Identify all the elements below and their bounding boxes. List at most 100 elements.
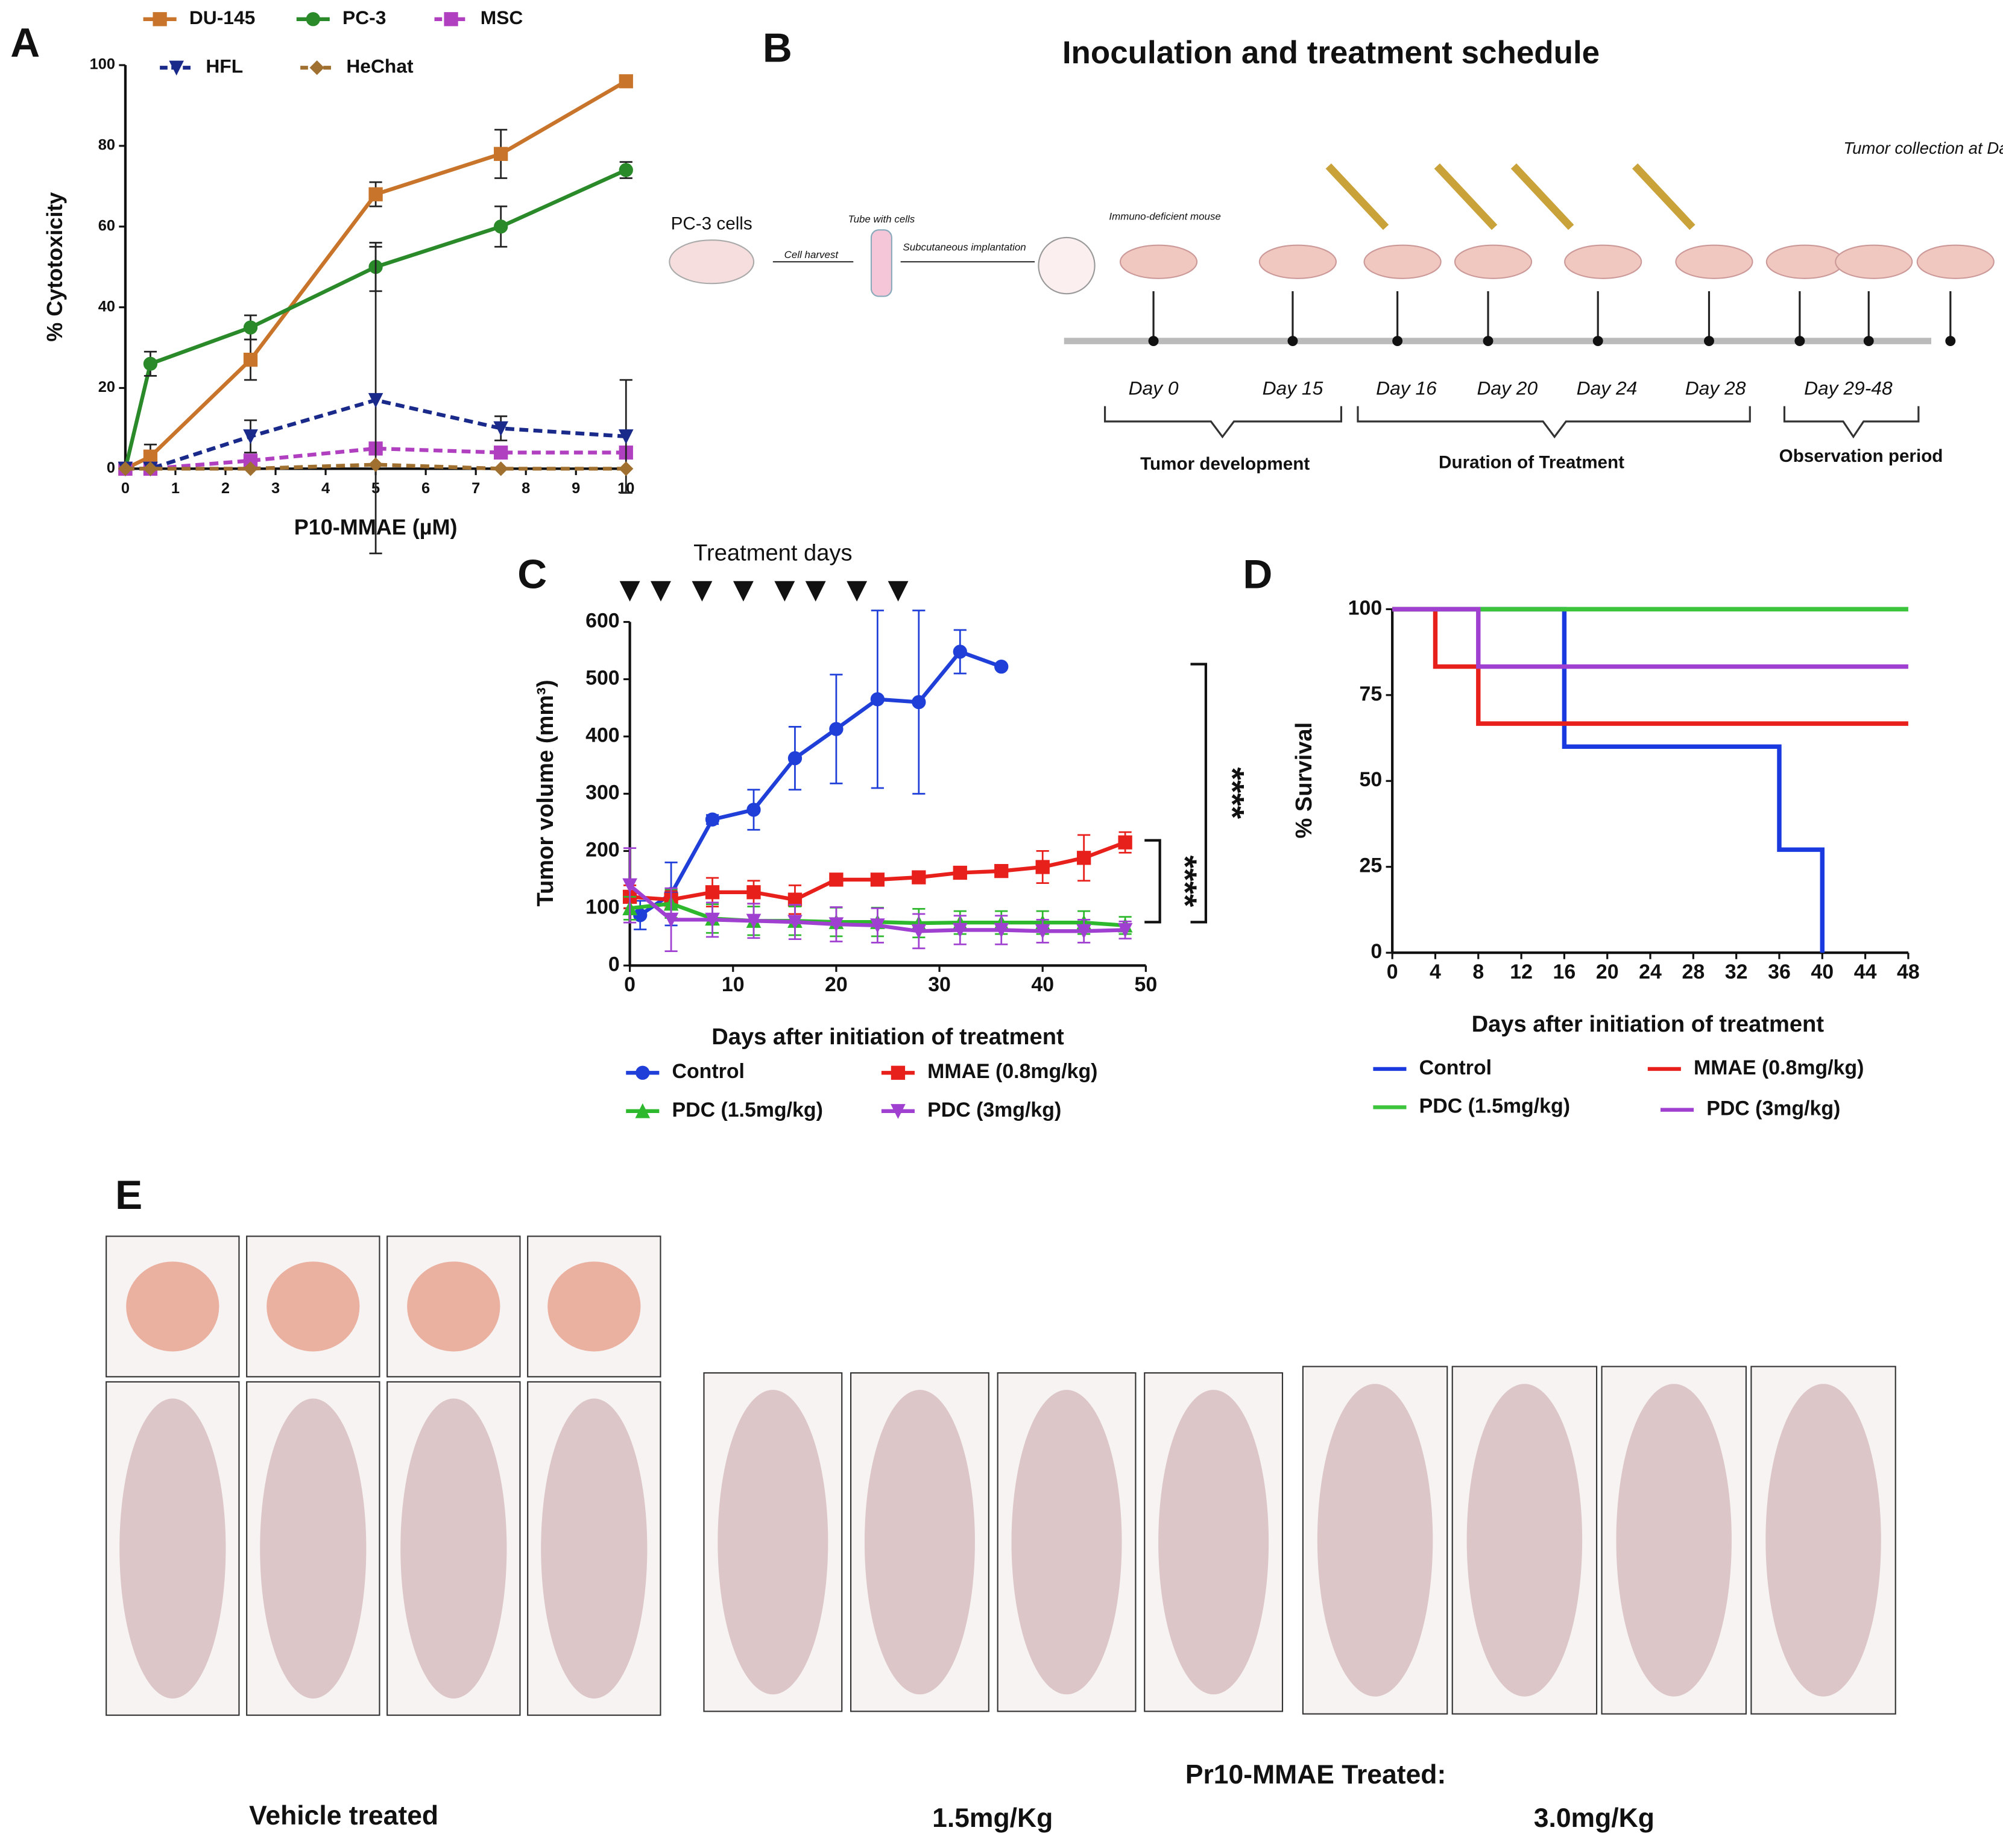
marker [243, 352, 258, 367]
syringe [1325, 163, 1389, 230]
marker [829, 722, 844, 736]
marker [911, 924, 927, 939]
x-tick-label: 0 [1387, 960, 1398, 983]
mouse-icon [1258, 244, 1337, 279]
timeline-dot [1148, 336, 1159, 347]
y-tick-label: 100 [585, 895, 620, 918]
y-tick-label: 0 [107, 459, 115, 476]
tumor [126, 1261, 219, 1352]
marker [787, 751, 803, 766]
day-label: Day 15 [1263, 377, 1323, 399]
marker [912, 695, 926, 710]
legend-label: PDC (3mg/kg) [1706, 1097, 1840, 1120]
x-tick-label: 44 [1854, 960, 1877, 983]
marker [1076, 924, 1091, 939]
mouse [1616, 1384, 1732, 1697]
series-line [629, 840, 1126, 902]
x-tick-label: 6 [421, 480, 430, 497]
marker [1118, 835, 1132, 850]
mouse [1765, 1384, 1881, 1697]
photo-caption: 1.5mg/Kg [932, 1803, 1053, 1833]
legend-label: PC-3 [342, 7, 386, 28]
phase-label: Duration of Treatment [1439, 453, 1624, 473]
timeline-dot [1863, 336, 1874, 347]
x-axis-label: Days after initiation of treatment [1472, 1011, 1825, 1037]
panel-label: C [517, 552, 547, 597]
marker [705, 885, 720, 900]
marker [243, 320, 258, 335]
y-tick-label: 0 [1371, 940, 1382, 963]
significance-bracket [1144, 663, 1208, 924]
marker [619, 461, 634, 476]
tumor [267, 1261, 360, 1352]
marker [619, 163, 633, 177]
marker [619, 74, 633, 89]
day-label: Day 20 [1477, 377, 1538, 399]
treatment-marker [619, 581, 640, 602]
mouse [119, 1398, 226, 1699]
series-line [1392, 607, 1825, 953]
marker [618, 429, 634, 444]
x-tick-label: 1 [171, 480, 180, 497]
marker [828, 917, 844, 932]
marker [1035, 860, 1050, 874]
day-label: Day 24 [1577, 377, 1638, 399]
mouse-icon [1564, 244, 1642, 279]
mouse-icon [1119, 244, 1198, 279]
marker [663, 912, 679, 928]
y-tick-label: 400 [585, 724, 620, 746]
marker [118, 461, 133, 476]
panel-label: D [1243, 552, 1272, 597]
legend-label: PDC (3mg/kg) [927, 1099, 1061, 1121]
treatment-marker [651, 581, 671, 602]
timeline-dot [1945, 336, 1956, 347]
day-label: Day 29-48 [1804, 377, 1893, 399]
phase-bracket [1103, 406, 1920, 439]
marker [1117, 922, 1133, 938]
marker [870, 872, 885, 887]
x-tick-label: 9 [572, 480, 580, 497]
marker [153, 12, 167, 27]
marker [787, 915, 803, 930]
photos [106, 1235, 1896, 1716]
schedule: Inoculation and treatment schedule PC-3 … [669, 35, 2003, 474]
y-tick-label: 75 [1360, 683, 1383, 705]
x-tick-label: 20 [825, 973, 848, 996]
marker [952, 922, 968, 938]
y-tick-label: 80 [98, 137, 115, 154]
y-tick-label: 40 [98, 298, 115, 315]
y-tick-label: 20 [98, 379, 115, 396]
phase-label: Observation period [1779, 446, 1943, 466]
mouse [541, 1398, 648, 1699]
marker [493, 421, 508, 437]
mouse [864, 1390, 975, 1695]
x-tick-label: 3 [271, 480, 280, 497]
photo-caption: Vehicle treated [249, 1801, 438, 1831]
treatment-marker [774, 581, 795, 602]
marker [1035, 924, 1050, 939]
timeline-dot [1794, 336, 1805, 347]
marker [994, 863, 1009, 878]
marker [309, 60, 324, 75]
legend-label: MSC [481, 7, 523, 28]
marker [953, 865, 967, 880]
marker [444, 12, 458, 27]
tumor [547, 1261, 641, 1352]
mouse-label: Immuno-deficient mouse [1109, 211, 1220, 222]
marker [169, 60, 184, 76]
injection-site [1038, 236, 1096, 295]
mouse-icon [1675, 244, 1753, 279]
legend-label: HFL [206, 55, 243, 77]
marker [1077, 851, 1091, 865]
tube-label: Tube with cells [848, 213, 915, 225]
x-tick-label: 50 [1135, 973, 1158, 996]
panel-label: A [10, 20, 40, 66]
x-tick-label: 24 [1639, 960, 1662, 983]
marker [622, 878, 637, 894]
mouse [1317, 1384, 1433, 1697]
day-label: Day 16 [1376, 377, 1437, 399]
legend-label: Control [1419, 1056, 1492, 1079]
cells-label: PC-3 cells [671, 214, 752, 234]
harvest-label: Cell harvest [784, 249, 839, 260]
x-tick-label: 0 [624, 973, 636, 996]
